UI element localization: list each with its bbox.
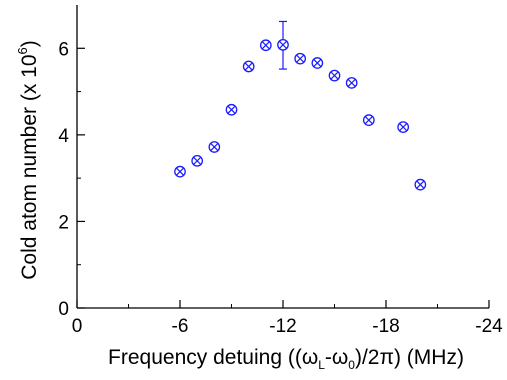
marker-cross xyxy=(210,142,219,152)
marker-cross xyxy=(261,41,270,50)
data-point xyxy=(294,52,307,65)
data-point xyxy=(242,60,255,73)
data-point xyxy=(259,39,272,52)
x-tick-label: 0 xyxy=(72,316,83,337)
data-point xyxy=(345,77,358,89)
data-point xyxy=(328,69,341,82)
marker-cross xyxy=(330,71,339,80)
x-axis-title: Frequency detuing ((ωL-ω0)/2π) (MHz) xyxy=(108,346,464,372)
data-point xyxy=(277,20,289,70)
marker-cross xyxy=(227,105,236,114)
marker-cross xyxy=(175,167,185,176)
marker-cross xyxy=(313,58,322,68)
x-axis-title-middle: -ω xyxy=(325,346,348,369)
x-tick-label: -12 xyxy=(269,316,296,337)
data-point xyxy=(414,178,427,191)
data-point xyxy=(191,154,204,167)
tick-labels: 0 -6 -12 -18 -24 0 2 4 6 xyxy=(58,39,503,337)
data-point xyxy=(362,114,375,126)
data-point xyxy=(225,103,238,116)
x-tick-label: -18 xyxy=(372,316,399,337)
marker-cross xyxy=(399,122,408,132)
data-point xyxy=(208,141,221,153)
x-axis-title-suffix: )/2π) (MHz) xyxy=(355,346,464,369)
y-axis-title-sup: 6 xyxy=(15,47,30,54)
y-axis-title-text: Cold atom number (x 10 xyxy=(18,54,41,279)
y-tick-label: 4 xyxy=(58,126,69,147)
y-tick-label: 6 xyxy=(58,39,69,60)
marker-cross xyxy=(416,180,425,189)
x-axis-title-prefix: Frequency detuing ((ω xyxy=(108,346,318,369)
marker-cross xyxy=(193,156,202,165)
marker-cross xyxy=(296,54,305,63)
data-point xyxy=(311,57,324,69)
data-points xyxy=(174,20,427,191)
x-tick-label: -6 xyxy=(172,316,189,337)
data-point xyxy=(174,165,186,178)
y-tick-label: 0 xyxy=(58,299,69,320)
marker-cross xyxy=(347,78,356,88)
y-tick-label: 2 xyxy=(58,212,69,233)
y-axis-title: Cold atom number (x 106) xyxy=(15,40,41,280)
y-axis-title-close: ) xyxy=(18,40,41,47)
x-axis-title-sub1: L xyxy=(318,358,325,372)
x-axis-title-sub2: 0 xyxy=(348,358,355,372)
x-tick-label: -24 xyxy=(475,316,503,337)
marker-cross xyxy=(244,62,253,71)
data-point xyxy=(397,121,410,133)
marker-cross xyxy=(364,116,373,125)
axis-ticks xyxy=(76,47,490,309)
marker-cross xyxy=(278,40,288,49)
